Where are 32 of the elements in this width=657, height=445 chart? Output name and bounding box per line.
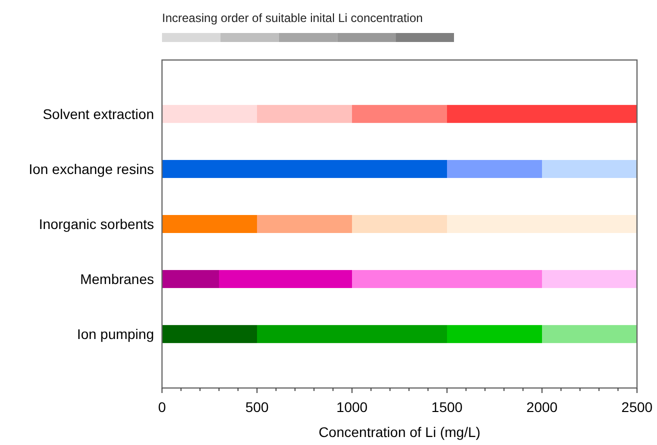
x-tick-label: 500 xyxy=(245,399,269,415)
bar xyxy=(162,104,257,123)
text: Increasing order of suitable inital Li concentration xyxy=(162,11,423,25)
bar xyxy=(447,215,637,233)
bar xyxy=(257,325,447,344)
bar xyxy=(542,270,637,288)
bar xyxy=(257,215,352,233)
x-tick-label: 0 xyxy=(158,399,166,415)
y-tick-label: Ion pumping xyxy=(76,326,154,342)
bar xyxy=(352,215,447,233)
bar xyxy=(162,325,257,344)
bar xyxy=(447,160,542,178)
x-axis-title: Concentration of Li (mg/L) xyxy=(318,424,480,440)
bar xyxy=(542,325,637,344)
x-tick-label: 1000 xyxy=(336,399,368,415)
y-tick-label: Ion exchange resins xyxy=(28,160,154,177)
y-tick-label: Inorganic sorbents xyxy=(38,216,154,232)
bar xyxy=(257,104,352,123)
bar xyxy=(447,325,542,344)
x-tick-label: 2500 xyxy=(621,399,653,415)
bar xyxy=(162,215,257,233)
bar xyxy=(542,160,637,178)
y-tick-label: Membranes xyxy=(80,271,154,288)
bar xyxy=(352,104,447,123)
bar xyxy=(219,270,352,288)
bar xyxy=(162,160,447,178)
bar xyxy=(162,270,219,288)
x-tick-label: 2000 xyxy=(526,399,558,415)
bar xyxy=(447,104,637,123)
bar xyxy=(352,270,542,288)
x-tick-label: 1500 xyxy=(431,399,463,415)
y-tick-label: Solvent extraction xyxy=(42,106,154,122)
